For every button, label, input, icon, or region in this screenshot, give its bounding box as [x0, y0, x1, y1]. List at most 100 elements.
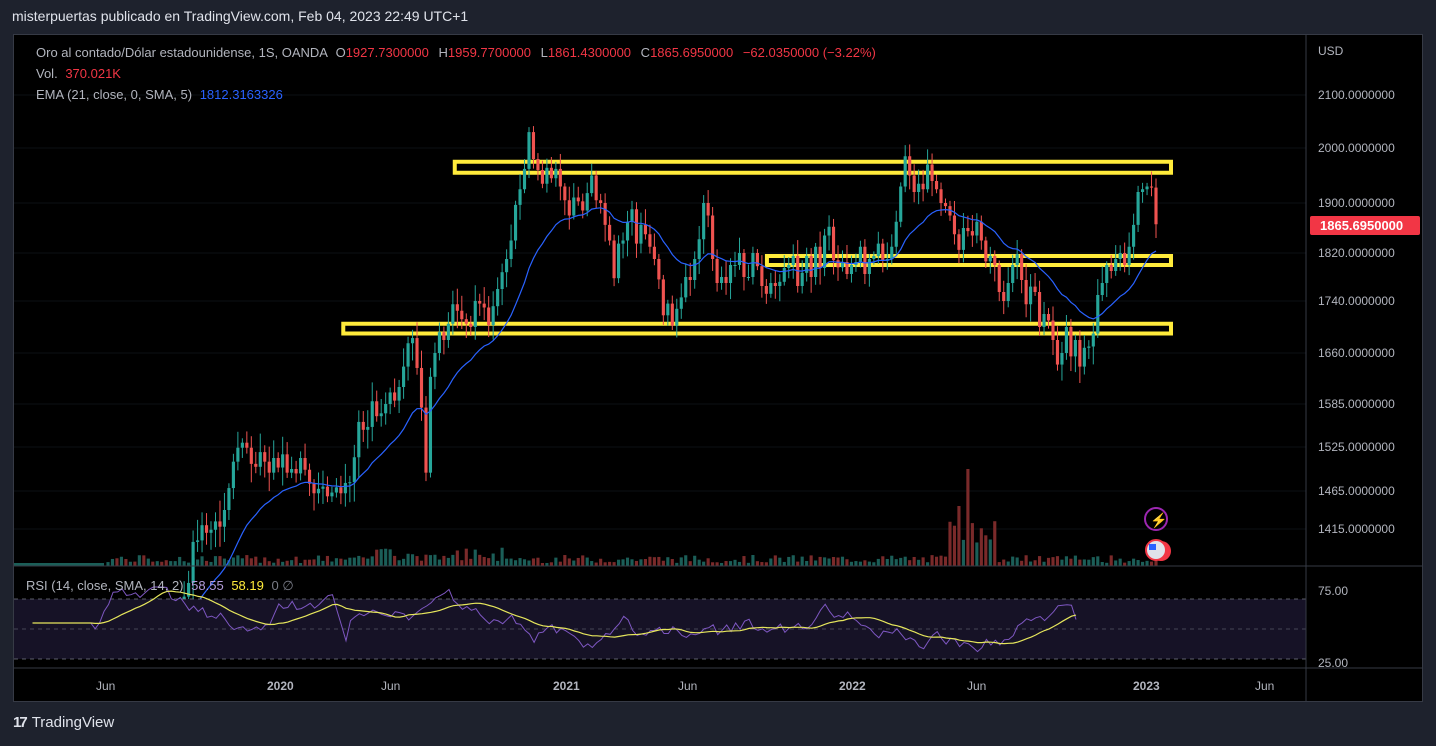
candle-body — [442, 332, 446, 340]
volume-bar — [1011, 556, 1015, 566]
volume-bar — [581, 555, 585, 566]
volume-bar — [415, 556, 419, 566]
volume-bar — [218, 556, 222, 566]
time-tick-label: 2022 — [839, 679, 866, 693]
volume-bar — [670, 559, 674, 566]
volume-label[interactable]: Vol. — [36, 66, 58, 81]
candle-body — [339, 487, 343, 494]
volume-bar — [222, 558, 227, 566]
volume-bar — [522, 559, 527, 566]
rsi-value: 58.55 — [191, 578, 224, 593]
volume-bar — [487, 558, 491, 566]
candle-body — [1123, 253, 1127, 265]
time-tick-label: 2021 — [553, 679, 580, 693]
volume-bar — [863, 560, 867, 566]
candle-body — [218, 521, 222, 527]
volume-bar — [1002, 559, 1006, 566]
candle-body — [581, 201, 585, 211]
volume-bar — [751, 555, 755, 566]
candle-body — [594, 175, 598, 201]
volume-bar — [625, 557, 630, 566]
volume-bar — [612, 562, 616, 566]
volume-bar — [146, 558, 150, 566]
ema-label[interactable]: EMA (21, close, 0, SMA, 5) — [36, 87, 193, 102]
volume-bar — [496, 560, 500, 566]
price-axis: USD 2100.0000000 2000.0000000 1900.0000000… — [1318, 44, 1395, 536]
volume-bar — [115, 558, 119, 566]
candle-body — [836, 260, 840, 268]
candle-body — [926, 164, 930, 190]
candle-body — [805, 256, 809, 273]
volume-bar — [357, 555, 361, 566]
candle-body — [612, 240, 616, 279]
volume-bar — [728, 561, 733, 566]
volume-bar — [809, 555, 813, 566]
volume-bar — [576, 557, 580, 566]
candle-body — [755, 253, 759, 267]
chart-svg[interactable]: USD 2100.0000000 2000.0000000 1900.0000000… — [14, 35, 1422, 701]
candle-body — [670, 303, 674, 326]
volume-bar — [281, 561, 285, 566]
candle-body — [469, 323, 473, 327]
volume-bar — [634, 560, 639, 566]
volume-bar — [267, 561, 271, 566]
chart-frame[interactable]: USD 2100.0000000 2000.0000000 1900.0000000… — [13, 34, 1423, 702]
volume-bar — [796, 561, 800, 566]
volume-bar — [778, 557, 782, 566]
volume-bar — [867, 561, 871, 566]
volume-bar — [451, 554, 455, 566]
candle-body — [737, 253, 742, 265]
volume-bar — [442, 555, 446, 566]
price-tick-label: 1465.0000000 — [1318, 484, 1395, 498]
candle-body — [1046, 314, 1051, 321]
volume-bar — [769, 558, 773, 566]
volume-bar — [554, 557, 558, 566]
candle-body — [406, 343, 410, 367]
candle-body — [840, 262, 845, 268]
volume-bar — [1029, 561, 1033, 566]
volume-bar — [585, 557, 589, 566]
footer-brand[interactable]: 17 TradingView — [13, 714, 114, 731]
candle-body — [222, 510, 227, 527]
candle-body — [375, 401, 379, 417]
volume-bar — [823, 557, 827, 566]
candle-body — [648, 234, 652, 247]
volume-bar — [675, 562, 679, 566]
candle-body — [970, 231, 974, 236]
volume-bar — [263, 557, 267, 566]
rsi-axis: 75.00 25.00 — [1318, 584, 1348, 670]
volume-bar — [1015, 557, 1019, 566]
candle-body — [948, 206, 952, 216]
us-flag-event-icon[interactable] — [1145, 539, 1171, 561]
rsi-label[interactable]: RSI (14, close, SMA, 14, 2) — [26, 578, 184, 593]
symbol-description[interactable]: Oro al contado/Dólar estadounidense, 1S,… — [36, 45, 328, 60]
candle-body — [1114, 259, 1118, 271]
candle-body — [1051, 320, 1055, 340]
volume-bar — [1060, 559, 1064, 566]
candle-body — [370, 401, 374, 427]
candle-body — [281, 454, 285, 468]
candle-body — [321, 486, 325, 489]
candle-body — [1064, 327, 1068, 353]
volume-bar — [688, 561, 692, 566]
volume-bar — [393, 555, 397, 566]
volume-bar — [361, 557, 365, 566]
volume-bar — [545, 562, 549, 566]
candle-body — [325, 486, 330, 497]
volume-bar — [1096, 556, 1100, 566]
volume-bar — [993, 521, 997, 566]
candle-body — [867, 259, 871, 274]
last-price-label: 1865.6950000 — [1320, 218, 1403, 233]
legend-volume-row: Vol. 370.021K — [36, 66, 125, 81]
volume-bar — [558, 561, 562, 566]
candle-body — [742, 253, 746, 277]
volume-bar — [764, 562, 768, 566]
dividend-event-icon[interactable]: ⚡ — [1144, 507, 1168, 531]
volume-bar — [285, 560, 289, 566]
candle-body — [849, 265, 854, 274]
volume-bar — [1105, 562, 1109, 566]
volume-bar — [352, 557, 356, 566]
volume-bar — [1051, 557, 1055, 566]
candle-body — [769, 283, 773, 294]
volume-bar — [531, 558, 536, 566]
